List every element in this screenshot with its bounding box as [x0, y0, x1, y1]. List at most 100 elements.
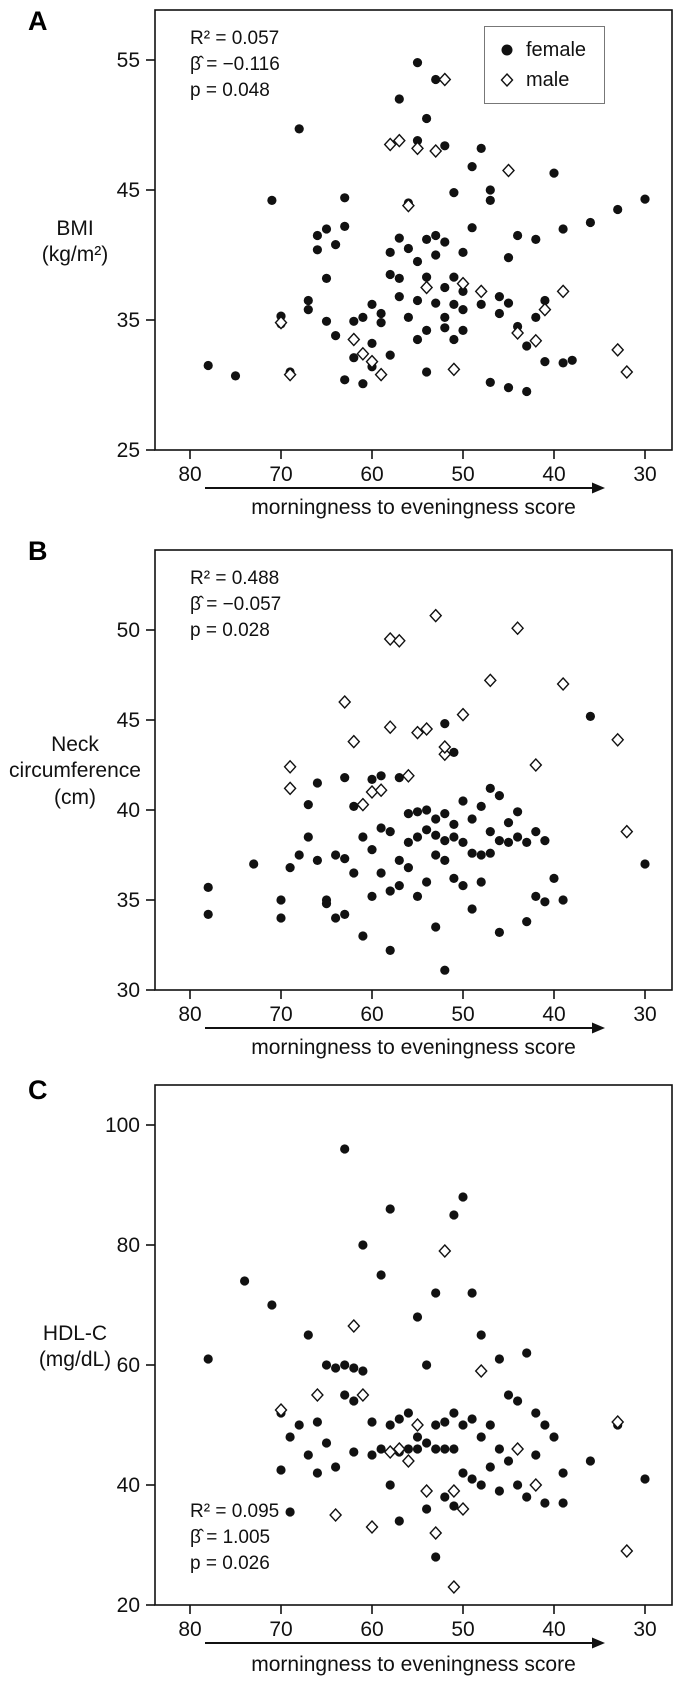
- data-point-female: [485, 185, 495, 195]
- data-point-female: [558, 895, 568, 905]
- x-tick-label: 70: [269, 1003, 292, 1026]
- data-point-female: [294, 850, 304, 860]
- data-point-female: [449, 819, 459, 829]
- data-point-male: [620, 1543, 634, 1559]
- data-point-female: [458, 881, 468, 891]
- y-tick-label: 50: [117, 619, 140, 642]
- data-point-female: [312, 855, 322, 865]
- data-point-female: [440, 1492, 450, 1502]
- data-point-male: [447, 362, 461, 377]
- data-point-male: [620, 824, 634, 839]
- data-point-female: [321, 273, 332, 283]
- data-point-male: [456, 276, 470, 291]
- data-point-female: [431, 1420, 441, 1430]
- data-point-female: [476, 1330, 486, 1340]
- data-point-male: [511, 621, 525, 636]
- y-tick-label: 100: [105, 1114, 140, 1137]
- data-point-female: [431, 814, 441, 824]
- data-point-female: [403, 243, 413, 254]
- scatter-plot-neck: 50 45 40 35 30 80 70 60 50 40 30: [117, 549, 673, 1034]
- data-point-female: [467, 1288, 477, 1298]
- data-point-female: [522, 917, 532, 927]
- data-point-female: [394, 881, 404, 891]
- x-tick-label: 80: [178, 463, 201, 486]
- data-point-female: [321, 899, 332, 909]
- data-point-female: [494, 292, 504, 302]
- data-point-female: [531, 827, 541, 837]
- plot-frame: [154, 1084, 673, 1606]
- data-point-female: [458, 325, 468, 335]
- x-tick-label: 80: [178, 1618, 201, 1641]
- data-point-female: [467, 904, 477, 914]
- data-point-female: [358, 1366, 368, 1376]
- data-point-female: [422, 805, 432, 815]
- data-point-female: [422, 825, 432, 835]
- data-point-female: [312, 1417, 322, 1427]
- x-tick-label: 40: [542, 463, 565, 486]
- data-point-female: [640, 194, 650, 204]
- data-point-male: [438, 72, 452, 87]
- data-point-female: [303, 800, 313, 810]
- data-point-male: [429, 608, 443, 623]
- data-point-female: [422, 234, 432, 244]
- data-point-female: [376, 318, 386, 328]
- data-point-female: [485, 783, 495, 793]
- data-point-male: [401, 768, 415, 783]
- data-point-female: [449, 1408, 459, 1418]
- legend: female male: [484, 26, 606, 104]
- data-point-female: [485, 827, 495, 837]
- data-point-female: [412, 1312, 423, 1322]
- x-tick-label: 80: [178, 1003, 201, 1026]
- data-point-female: [422, 325, 432, 335]
- data-point-female: [431, 1444, 441, 1454]
- data-point-female: [431, 1552, 441, 1562]
- y-tick-label: 40: [117, 799, 140, 822]
- data-point-female: [440, 323, 450, 333]
- data-point-female: [394, 233, 404, 243]
- data-point-male: [447, 1483, 461, 1499]
- data-point-female: [558, 1468, 568, 1478]
- legend-item-male: male: [497, 65, 586, 95]
- data-point-female: [513, 230, 523, 241]
- stats-annotation: R² = 0.488 β̂ = −0.057 p = 0.028: [190, 566, 281, 644]
- data-point-female: [494, 308, 504, 319]
- x-tick-label: 50: [451, 1618, 474, 1641]
- data-point-female: [449, 747, 459, 757]
- data-point-female: [531, 1450, 541, 1460]
- data-point-female: [385, 1480, 395, 1490]
- y-tick-label: 20: [117, 1594, 140, 1617]
- data-point-female: [331, 1363, 341, 1373]
- y-tick-label: 35: [117, 309, 140, 332]
- x-tick-label: 30: [633, 1003, 656, 1026]
- data-point-female: [449, 334, 459, 345]
- data-point-female: [367, 845, 377, 855]
- data-point-female: [485, 848, 495, 858]
- data-point-female: [449, 832, 459, 842]
- data-point-female: [358, 832, 368, 842]
- data-point-female: [558, 224, 568, 234]
- data-point-female: [303, 1450, 313, 1460]
- data-point-female: [503, 253, 514, 263]
- data-point-female: [340, 909, 350, 919]
- data-point-female: [203, 882, 213, 892]
- data-point-female: [449, 272, 459, 282]
- data-point-female: [513, 832, 523, 842]
- stats-p: p = 0.026: [190, 1553, 270, 1574]
- data-point-female: [276, 895, 286, 905]
- data-point-female: [440, 855, 450, 865]
- data-point-male: [356, 797, 370, 812]
- data-point-female: [412, 295, 423, 306]
- data-point-female: [449, 1501, 459, 1511]
- stats-p: p = 0.028: [190, 620, 270, 641]
- data-point-female: [367, 299, 377, 309]
- data-point-male: [401, 198, 415, 213]
- data-point-male: [274, 1402, 288, 1418]
- data-point-female: [349, 1363, 359, 1373]
- x-tick-label: 60: [360, 1618, 383, 1641]
- data-point-female: [522, 1348, 532, 1358]
- data-point-male: [356, 346, 370, 361]
- data-point-female: [640, 859, 650, 869]
- data-point-male: [556, 676, 570, 692]
- data-point-male: [529, 757, 543, 773]
- data-point-female: [349, 1396, 359, 1406]
